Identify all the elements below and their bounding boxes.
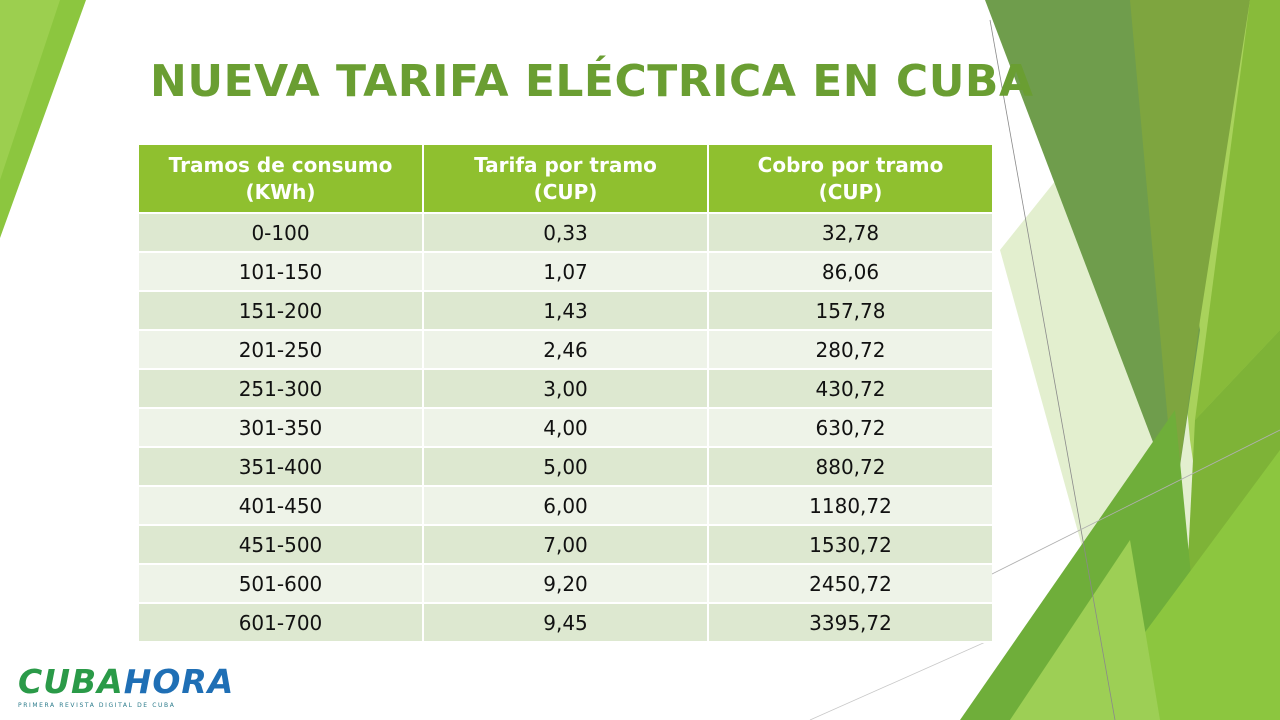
cell-charge: 280,72 xyxy=(708,330,992,370)
header-rate: Tarifa por tramo (CUP) xyxy=(423,145,709,214)
cell-rate: 9,20 xyxy=(423,564,709,604)
table-row: 301-350 4,00 630,72 xyxy=(139,408,992,448)
table-row: 601-700 9,45 3395,72 xyxy=(139,603,992,643)
cell-rate: 2,46 xyxy=(423,330,709,370)
table-row: 101-150 1,07 86,06 xyxy=(139,252,992,292)
header-label-line2: (CUP) xyxy=(533,179,598,204)
cell-rate: 1,43 xyxy=(423,291,709,331)
cell-charge: 880,72 xyxy=(708,447,992,487)
cell-range: 601-700 xyxy=(139,603,424,643)
cell-charge: 2450,72 xyxy=(708,564,992,604)
cell-range: 201-250 xyxy=(139,330,424,370)
table-row: 201-250 2,46 280,72 xyxy=(139,330,992,370)
header-charge: Cobro por tramo (CUP) xyxy=(708,145,992,214)
cell-range: 451-500 xyxy=(139,525,424,565)
logo-word-part2: HORA xyxy=(123,662,235,701)
logo-wordmark: CUBAHORA xyxy=(18,662,233,701)
cell-charge: 3395,72 xyxy=(708,603,992,643)
table-row: 501-600 9,20 2450,72 xyxy=(139,564,992,604)
decor-line-2 xyxy=(989,429,1280,576)
cell-range: 251-300 xyxy=(139,369,424,409)
left-green-shape-light xyxy=(0,0,60,180)
header-label-line1: Tarifa por tramo xyxy=(474,152,657,177)
cell-charge: 430,72 xyxy=(708,369,992,409)
header-label-line2: (CUP) xyxy=(818,179,883,204)
decor-line-3 xyxy=(809,639,991,720)
logo-tagline: PRIMERA REVISTA DIGITAL DE CUBA xyxy=(18,702,176,709)
table-row: 351-400 5,00 880,72 xyxy=(139,447,992,487)
cell-charge: 1180,72 xyxy=(708,486,992,526)
right-green-shape xyxy=(1195,0,1280,420)
cell-range: 401-450 xyxy=(139,486,424,526)
cubahora-logo: CUBAHORA PRIMERA REVISTA DIGITAL DE CUBA xyxy=(18,662,233,716)
slide-title: NUEVA TARIFA ELÉCTRICA EN CUBA xyxy=(150,56,1034,107)
cell-rate: 3,00 xyxy=(423,369,709,409)
cell-charge: 630,72 xyxy=(708,408,992,448)
table-row: 451-500 7,00 1530,72 xyxy=(139,525,992,565)
cell-range: 301-350 xyxy=(139,408,424,448)
bottom-light-shape xyxy=(1010,540,1160,720)
cell-charge: 1530,72 xyxy=(708,525,992,565)
table-row: 401-450 6,00 1180,72 xyxy=(139,486,992,526)
tariff-table: Tramos de consumo (KWh) Tarifa por tramo… xyxy=(139,145,992,643)
cell-rate: 0,33 xyxy=(423,213,709,253)
cell-charge: 32,78 xyxy=(708,213,992,253)
cell-range: 0-100 xyxy=(139,213,424,253)
header-label-line1: Tramos de consumo xyxy=(168,152,393,177)
decor-line-1 xyxy=(989,19,1116,720)
cell-range: 501-600 xyxy=(139,564,424,604)
cell-rate: 1,07 xyxy=(423,252,709,292)
header-label-line1: Cobro por tramo xyxy=(757,152,944,177)
table-row: 0-100 0,33 32,78 xyxy=(139,213,992,253)
cell-rate: 7,00 xyxy=(423,525,709,565)
table-row: 251-300 3,00 430,72 xyxy=(139,369,992,409)
table-header-row: Tramos de consumo (KWh) Tarifa por tramo… xyxy=(139,145,992,214)
cell-charge: 86,06 xyxy=(708,252,992,292)
header-label-line2: (KWh) xyxy=(245,179,316,204)
cell-range: 151-200 xyxy=(139,291,424,331)
logo-word-part1: CUBA xyxy=(18,662,124,701)
cell-rate: 4,00 xyxy=(423,408,709,448)
cell-range: 101-150 xyxy=(139,252,424,292)
header-consumption-range: Tramos de consumo (KWh) xyxy=(139,145,424,214)
cell-range: 351-400 xyxy=(139,447,424,487)
cell-rate: 9,45 xyxy=(423,603,709,643)
cell-rate: 5,00 xyxy=(423,447,709,487)
cell-charge: 157,78 xyxy=(708,291,992,331)
cell-rate: 6,00 xyxy=(423,486,709,526)
table-row: 151-200 1,43 157,78 xyxy=(139,291,992,331)
right-olive-shape xyxy=(1130,0,1250,500)
